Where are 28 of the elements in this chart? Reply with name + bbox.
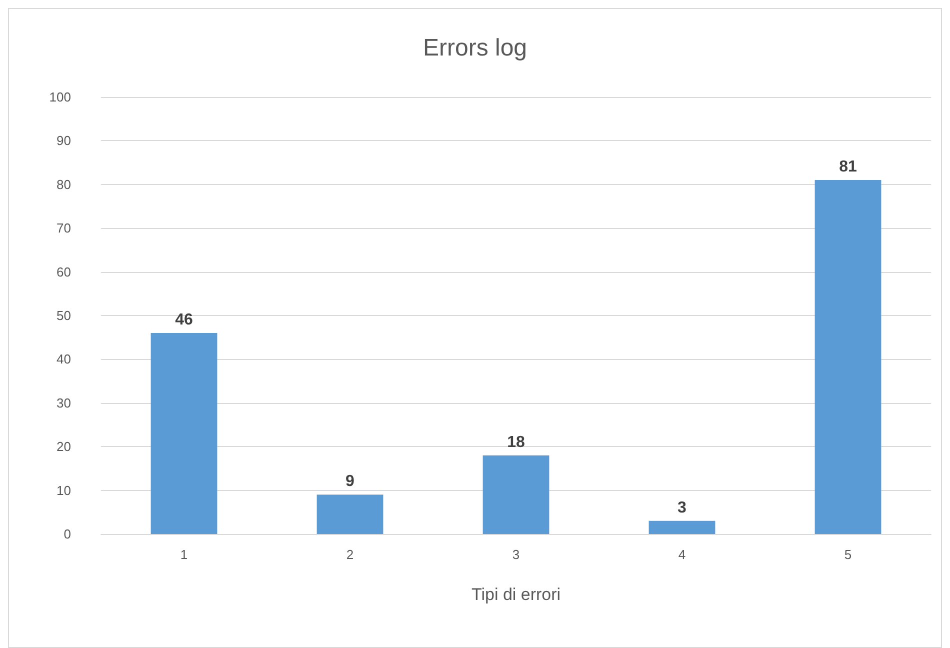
- x-tick-label: 3: [512, 547, 520, 562]
- y-tick-label: 80: [56, 176, 71, 192]
- y-tick-label: 20: [56, 439, 71, 454]
- y-tick-label: 90: [56, 133, 71, 148]
- y-tick-label: 30: [56, 395, 71, 410]
- data-label: 9: [346, 473, 355, 490]
- bar: [814, 180, 882, 534]
- x-tick-label: 5: [844, 547, 852, 562]
- bar: [150, 332, 218, 534]
- data-label: 3: [678, 499, 687, 516]
- x-tick-label: 2: [346, 547, 354, 562]
- y-tick-label: 100: [49, 90, 71, 104]
- y-tick-label: 10: [56, 482, 71, 498]
- x-axis-title: Tipi di errori: [471, 585, 561, 604]
- data-label: 18: [507, 434, 525, 451]
- x-tick-label: 1: [180, 547, 188, 562]
- x-tick-label: 4: [678, 547, 686, 562]
- y-tick-label: 40: [56, 352, 71, 367]
- data-label: 46: [175, 311, 193, 328]
- y-tick-label: 70: [56, 220, 71, 236]
- y-tick-label: 0: [64, 526, 71, 542]
- bar: [316, 494, 384, 534]
- data-label: 81: [839, 158, 857, 176]
- bar: [648, 520, 716, 534]
- chart-title: Errors log: [422, 34, 528, 62]
- bar: [482, 455, 550, 534]
- y-tick-label: 60: [56, 264, 71, 280]
- y-tick-label: 50: [56, 308, 71, 323]
